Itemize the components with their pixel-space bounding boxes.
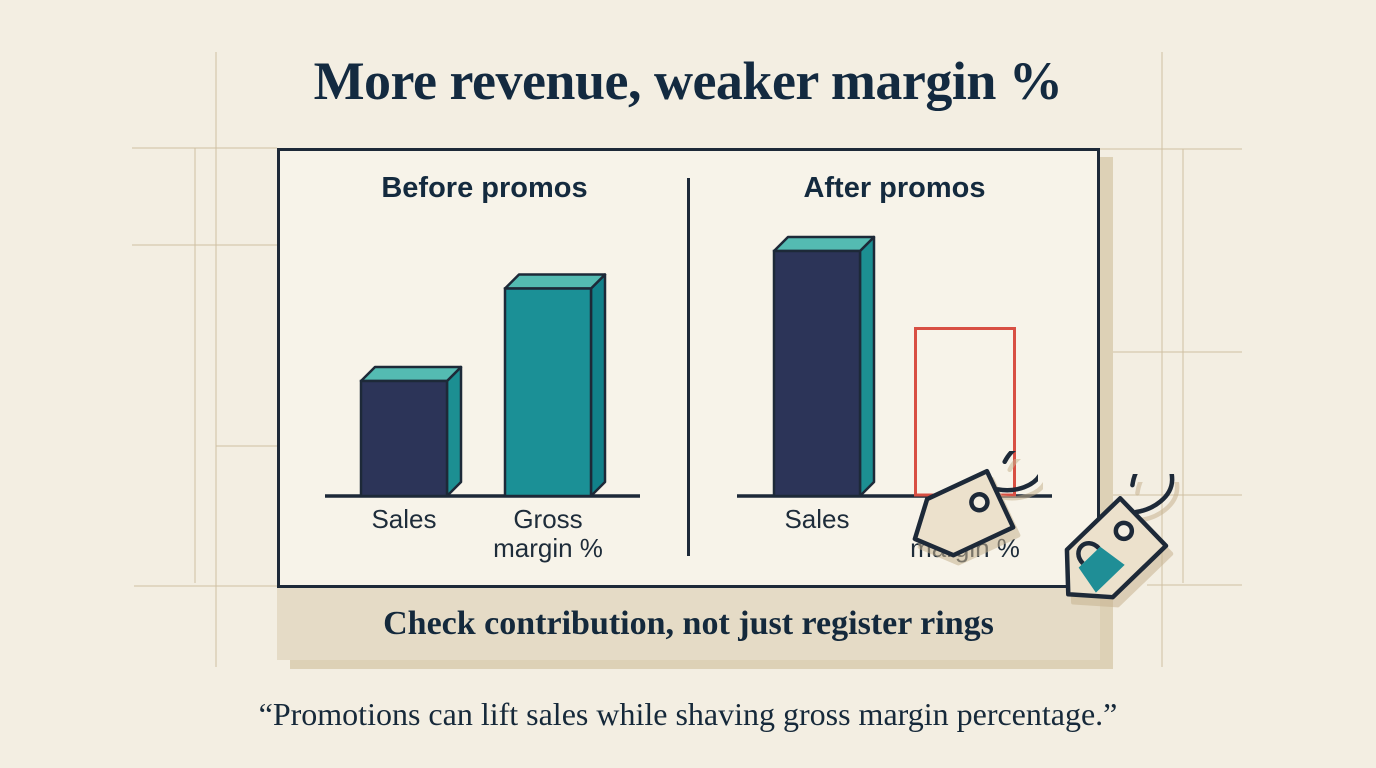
grid-line (1147, 584, 1242, 586)
after-promos-chart (737, 235, 1052, 498)
bar-label-gross-margin-before: Gross margin % (493, 504, 603, 563)
grid-line (1182, 149, 1184, 583)
bar-label-sales-after: Sales (784, 504, 850, 534)
chart-board: Before promos After promos Sales Gross m… (277, 148, 1100, 660)
grid-line (1100, 494, 1242, 496)
price-tag-icon (912, 451, 1038, 558)
grid-line (1161, 52, 1163, 667)
shopping-bag-glyph (1076, 541, 1125, 593)
banner: Check contribution, not just register ri… (277, 588, 1100, 660)
grid-line (1100, 148, 1242, 150)
price-tag-shopping-bag-icon (1064, 474, 1175, 600)
bar-label-sales-before: Sales (371, 504, 437, 534)
after-promos-heading: After promos (803, 172, 986, 204)
grid-line (215, 52, 217, 667)
grid-line (132, 244, 277, 246)
panel-divider (687, 178, 690, 556)
grid-line (194, 148, 196, 583)
grid-line (216, 445, 277, 447)
banner-text: Check contribution, not just register ri… (383, 605, 994, 642)
grid-line (1113, 351, 1242, 353)
grid-line (134, 585, 277, 587)
before-promos-chart (325, 273, 640, 498)
before-promos-heading: Before promos (381, 172, 588, 204)
grid-line (132, 147, 277, 149)
quote-text: “Promotions can lift sales while shaving… (258, 696, 1118, 732)
page-title: More revenue, weaker margin % (313, 51, 1063, 111)
chart-panel: Before promos After promos Sales Gross m… (277, 148, 1100, 588)
